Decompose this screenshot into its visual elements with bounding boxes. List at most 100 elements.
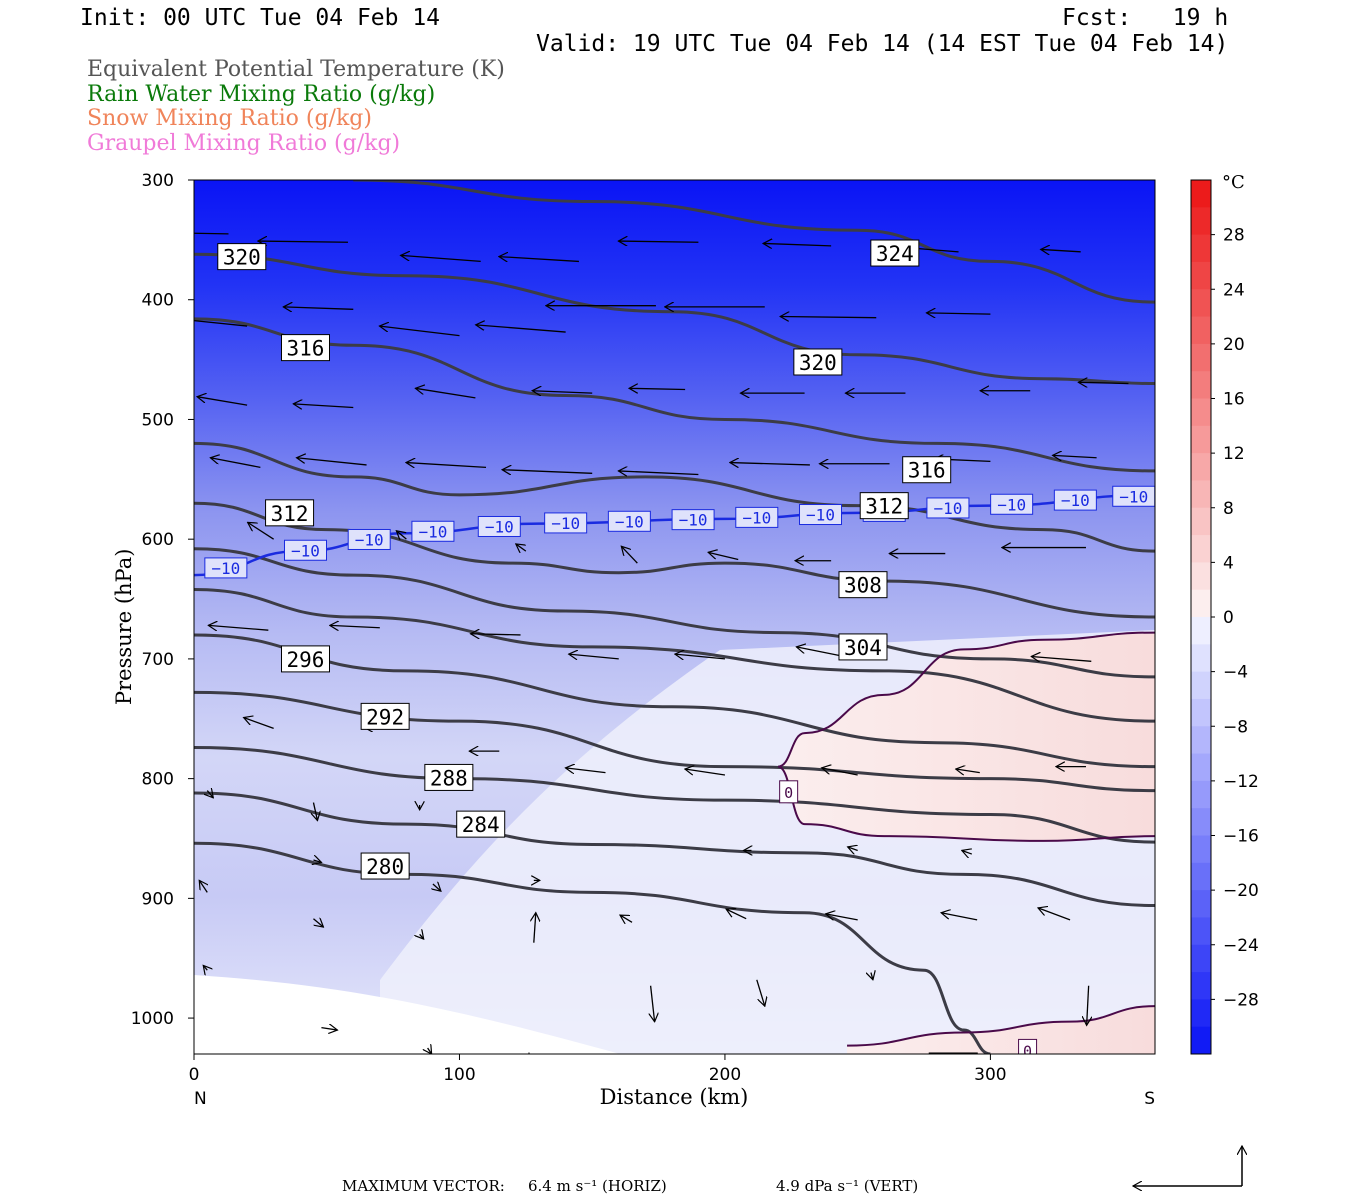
wind-vector — [433, 884, 441, 891]
theta-e-line-308 — [194, 501, 1155, 619]
isotherm-label-text: −10 — [1061, 491, 1090, 510]
isotherm-label-text: −10 — [291, 541, 320, 560]
theta-e-label-box — [424, 763, 474, 791]
isotherm-minus10-label: −10 — [1112, 485, 1155, 507]
wind-vector — [203, 965, 207, 970]
colorbar-bin — [1191, 507, 1211, 536]
isotherm-zero-lower — [847, 1005, 1155, 1047]
theta-e-label-box — [360, 852, 410, 880]
colorbar-bin — [1191, 562, 1211, 591]
wind-vector — [941, 913, 978, 921]
wind-vector — [283, 307, 354, 309]
theta-e-contours — [194, 180, 1155, 1054]
theta-e-line-284 — [194, 746, 1155, 844]
theta-e-label-box — [838, 633, 888, 661]
legend-rain-water: Rain Water Mixing Ratio (g/kg) — [87, 82, 436, 107]
colorbar-bin — [1191, 207, 1211, 236]
wind-vector — [321, 1028, 337, 1030]
wind-vector — [207, 791, 213, 798]
colorbar-bin — [1191, 862, 1211, 891]
isotherm-label-text: 0 — [1023, 1042, 1032, 1060]
theta-e-label-text: 308 — [844, 574, 882, 598]
wind-vector — [926, 313, 991, 314]
theta-e-label-text: 288 — [430, 766, 468, 790]
wind-vector — [1038, 908, 1071, 921]
wind-vector — [210, 458, 261, 468]
colorbar-bin — [1191, 890, 1211, 918]
isotherm-label-box — [347, 528, 391, 550]
wind-vector — [651, 985, 655, 1022]
isotherm-minus10-label: −10 — [926, 497, 970, 519]
x-end-label-right: S — [1144, 1089, 1155, 1109]
wind-vector — [871, 973, 873, 980]
theta-e-label-text: 296 — [287, 648, 325, 672]
colorbar: 28 24 20 16 12 8 4 0 −4 −8 −12 −16 −20 −24 −28 — [1190, 179, 1259, 1055]
theta-e-label-text: 320 — [799, 351, 837, 375]
colorbar-bin — [1191, 371, 1211, 399]
colorbar-tick-label: 16 — [1223, 390, 1245, 410]
colorbar-bin — [1191, 835, 1211, 864]
isotherm-zero-label: 0 — [779, 780, 799, 804]
isotherm-label-text: −10 — [355, 530, 384, 549]
isotherm-label-box — [283, 539, 327, 561]
wind-vector — [199, 880, 207, 893]
x-tick-label: 300 — [974, 1065, 1006, 1085]
isotherm-label-box — [411, 520, 455, 542]
wind-vector — [763, 243, 832, 245]
y-tick-label: 300 — [142, 171, 174, 191]
theta-e-line-320 — [194, 252, 1155, 386]
wind-vector — [569, 654, 619, 659]
theta-e-label-box — [456, 810, 506, 838]
theta-e-line-312 — [194, 441, 1155, 553]
colorbar-tick-label: −24 — [1223, 936, 1259, 956]
wind-vector — [685, 769, 726, 776]
theta-e-label-text: 304 — [844, 636, 882, 660]
colorbar-bin — [1191, 753, 1211, 782]
isotherm-minus10-label: −10 — [990, 493, 1034, 515]
theta-e-label-text: 284 — [462, 813, 500, 837]
isotherm-label-text: −10 — [742, 508, 771, 527]
init-time: Init: 00 UTC Tue 04 Feb 14 — [80, 5, 441, 31]
max-vector-label: MAXIMUM VECTOR: — [342, 1177, 505, 1195]
wind-vector — [629, 388, 686, 389]
theta-e-label-320: 320 — [793, 348, 843, 376]
colorbar-tick-label: 24 — [1223, 280, 1245, 300]
x-end-label-left: N — [194, 1089, 207, 1109]
isotherm-minus10-label: −10 — [411, 520, 455, 542]
isotherm-zero-upper — [777, 631, 1155, 842]
wind-vector — [526, 1056, 530, 1062]
wind-vector — [208, 625, 269, 630]
isotherm-label-text: 0 — [784, 784, 793, 802]
max-vector-vert: 4.9 dPa s⁻¹ (VERT) — [776, 1177, 919, 1195]
theta-e-line-304 — [194, 547, 1155, 679]
wind-vectors — [194, 232, 1129, 1062]
isotherm-label-text: −10 — [615, 512, 644, 531]
theta-e-label-320: 320 — [217, 243, 267, 271]
theta-e-label-box — [928, 1052, 978, 1054]
isotherm-minus10-label: −10 — [204, 557, 248, 579]
wind-vector — [293, 404, 354, 408]
colorbar-tick-label: −28 — [1223, 990, 1259, 1010]
x-axis-ticks: 0 100 200 300 — [189, 1054, 1007, 1085]
wind-vector — [313, 860, 321, 862]
colorbar-bin — [1191, 671, 1211, 700]
wind-vector — [1053, 455, 1097, 457]
wind-vector — [962, 850, 973, 854]
wind-vector — [618, 471, 699, 475]
wind-vector — [258, 241, 348, 242]
wind-vector — [502, 470, 593, 474]
wind-vector — [621, 546, 638, 564]
colorbar-bin — [1191, 999, 1211, 1028]
wind-vector — [780, 316, 877, 317]
theta-e-line-316 — [194, 317, 1155, 473]
surface-near-zero-region — [194, 975, 620, 1054]
isotherm-label-text: −10 — [679, 511, 708, 530]
y-axis-ticks: 300 400 500 600 700 800 900 1000 — [131, 171, 194, 1029]
theta-e-line-292 — [194, 633, 1155, 769]
wind-vector — [401, 255, 481, 263]
colorbar-bin — [1191, 780, 1211, 809]
theta-e-label-280: 280 — [928, 1052, 978, 1054]
x-tick-label: 100 — [443, 1065, 475, 1085]
colorbar-bin — [1191, 234, 1211, 263]
isotherm-zero-label: 0 — [1018, 1038, 1038, 1060]
